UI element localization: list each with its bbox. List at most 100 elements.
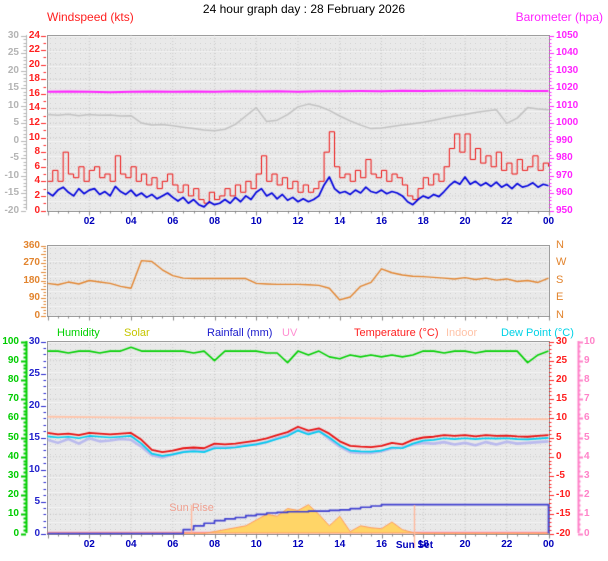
tick-label: 0 [34,527,40,539]
tick-label: 30 [556,335,568,347]
tick-label: -20 [556,527,571,539]
tick-label: 14 [28,102,40,114]
tick-label: 30 [7,469,19,481]
tick-label: 6 [584,412,590,424]
compass-label-north: N [556,239,564,251]
climate-canvas [0,336,608,561]
tick-label: 980 [556,152,573,163]
tick-label: 02 [83,539,95,550]
tick-label: 12 [28,117,40,128]
tick-label: 360 [23,239,40,251]
page-title: 24 hour graph day : 28 February 2026 [202,2,406,16]
tick-label: 1020 [556,82,579,93]
tick-label: 10 [584,335,596,347]
tick-label: 20 [556,373,568,385]
tick-label: 1010 [556,99,579,111]
tick-label: 270 [23,257,40,268]
tick-label: 5 [556,431,562,443]
tick-label: 0 [34,309,40,321]
wind-direction-chart: N W S E N 360 270 180 90 0 [0,238,608,328]
tick-label: 970 [556,169,573,181]
compass-label-north-bottom: N [556,309,564,321]
tick-label: 10 [28,463,40,475]
tick-label: 15 [556,393,568,405]
tick-label: 10 [28,131,40,143]
climate-chart: Sun Rise Sun Set 100 90 80 70 60 50 40 30 20 10 0 3… [0,336,608,561]
tick-label: 4 [34,175,40,187]
wind-direction-canvas [0,238,608,328]
tick-label: 1000 [556,117,579,128]
tick-label: 00 [542,216,555,227]
tick-label: 8 [584,373,590,385]
tick-label: 14 [334,539,346,550]
tick-label: -10 [4,169,19,181]
tick-label: 04 [125,216,137,227]
tick-label: 950 [556,204,573,216]
tick-label: 10 [556,412,568,424]
tick-label: 0 [556,450,562,462]
tick-label: 20 [459,539,471,550]
tick-label: 80 [7,373,19,385]
tick-label: 3 [584,469,590,481]
tick-label: -15 [556,508,571,520]
sun-rise-label: Sun Rise [169,502,214,514]
tick-label: 1030 [556,64,579,76]
tick-label: 90 [7,354,19,366]
tick-label: 100 [2,335,19,347]
tick-label: 0 [34,204,40,216]
tick-label: 06 [167,539,179,550]
tick-label: -10 [556,489,571,501]
tick-label: 20 [28,399,40,411]
tick-label: 9 [584,354,590,366]
tick-label: 4 [584,450,590,462]
tick-label: 10 [7,508,19,520]
tick-label: -15 [4,187,19,198]
tick-label: 25 [7,47,19,58]
tick-label: 18 [28,73,40,85]
tick-label: 25 [28,367,40,379]
tick-label: 04 [125,539,137,550]
tick-label: 180 [23,274,40,286]
tick-label: 60 [7,412,19,424]
tick-label: 30 [7,29,19,41]
tick-label: 16 [28,87,40,99]
tick-label: 5 [34,495,40,507]
wind-barometer-chart: 30 25 20 15 10 5 0 -5 -10 -15 -20 24 22 20 18 16 14 12 10 8… [0,25,608,233]
tick-label: 00 [542,539,555,550]
tick-label: 1050 [556,29,579,41]
tick-label: 0 [584,527,590,539]
tick-label: 10 [250,216,262,227]
tick-label: 08 [208,216,221,227]
tick-label: 50 [7,431,19,443]
tick-label: 08 [208,539,221,550]
tick-label: -5 [10,152,19,163]
tick-label: 5 [13,117,19,128]
tick-label: 22 [501,216,513,227]
tick-label: 15 [7,82,19,93]
tick-label: 02 [83,216,95,227]
tick-label: 40 [7,450,19,462]
tick-label: 5 [584,431,590,443]
compass-label-west: W [556,256,567,268]
tick-label: 70 [7,393,19,405]
tick-label: 15 [28,431,40,443]
tick-label: 7 [584,393,590,405]
tick-label: 30 [28,335,40,347]
tick-label: 20 [459,216,471,227]
tick-label: 990 [556,134,573,146]
tick-label: 0 [13,527,19,539]
tick-label: 8 [34,146,40,158]
compass-label-south: S [556,274,564,286]
tick-label: -20 [4,204,19,216]
tick-label: 16 [375,216,388,227]
tick-label: 960 [556,187,573,198]
tick-label: 22 [501,539,513,550]
tick-label: 6 [34,160,40,172]
tick-label: 24 [28,29,40,41]
tick-label: 18 [417,539,429,550]
tick-label: 2 [584,489,590,501]
sun-set-label: Sun Set [395,540,434,551]
tick-label: 14 [334,216,346,227]
tick-label: 12 [292,539,304,550]
